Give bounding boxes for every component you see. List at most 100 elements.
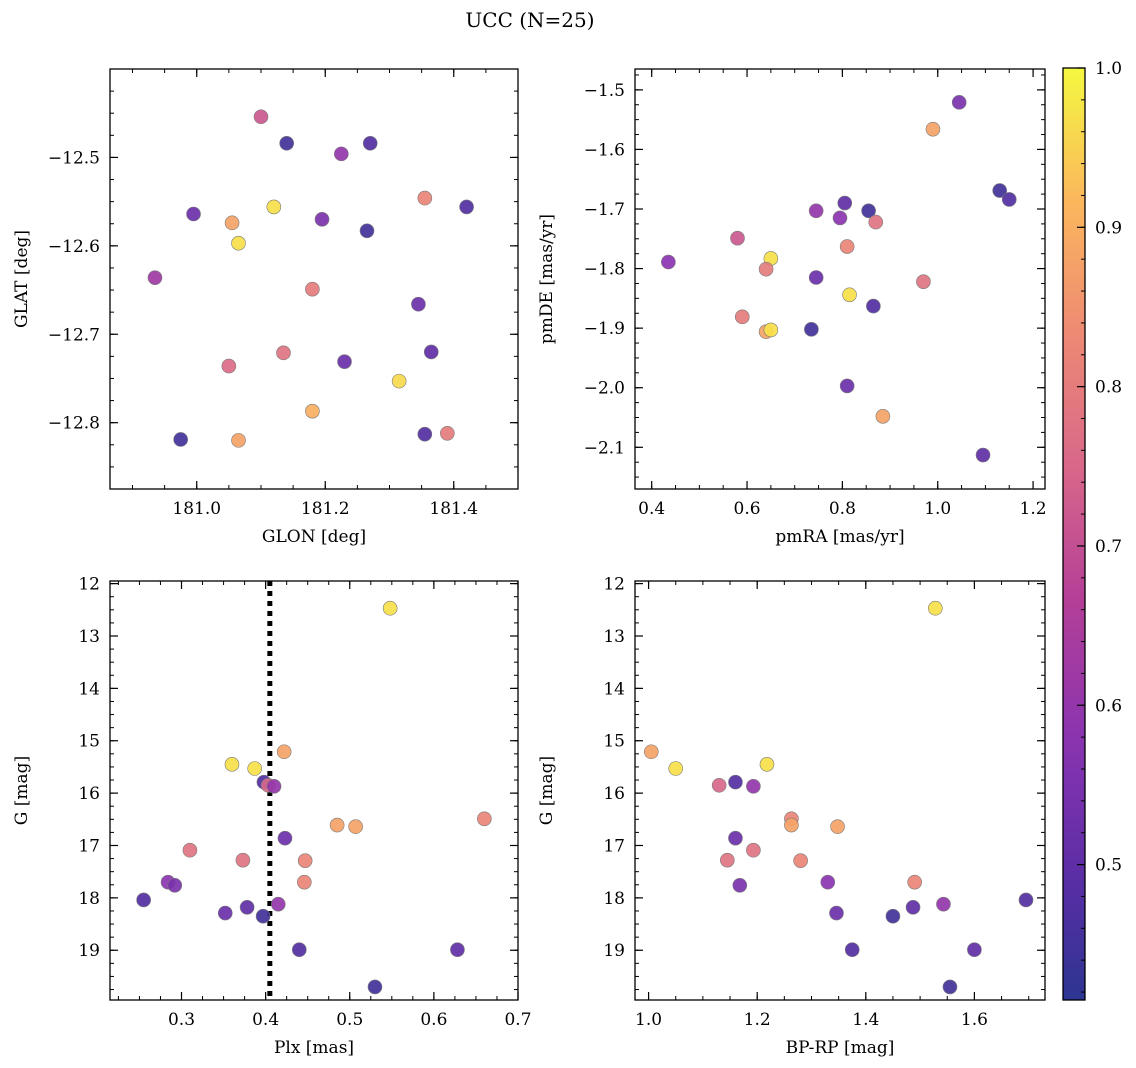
x-axis-label: pmRA [mas/yr] [775, 527, 904, 547]
data-point [936, 896, 951, 912]
data-point [1001, 192, 1017, 207]
data-point [277, 830, 293, 846]
colorbar-tick-label: 0.8 [1095, 378, 1122, 398]
data-point [875, 409, 891, 424]
data-point [276, 744, 292, 760]
data-point [1018, 892, 1034, 908]
y-tick-label: 18 [78, 889, 100, 909]
data-point [136, 892, 151, 908]
colorbar: 0.5 0.6 0.7 0.8 0.9 1.0 [1062, 59, 1122, 1001]
x-tick-label: 1.6 [961, 1010, 988, 1030]
x-tick-label: 1.0 [635, 1010, 662, 1030]
colorbar-fill [1063, 68, 1085, 1000]
y-tick-label: −1.9 [584, 319, 625, 339]
data-point [255, 908, 271, 924]
data-point [224, 757, 240, 772]
data-point [907, 874, 922, 890]
data-point [348, 819, 363, 834]
axes-frame [634, 580, 1046, 1001]
data-point [711, 777, 727, 793]
y-tick-label: −12.7 [48, 325, 100, 345]
data-point [477, 811, 492, 827]
y-tick-label: 16 [78, 784, 100, 804]
y-axis-label: GLAT [deg] [12, 230, 32, 328]
data-point [367, 979, 383, 995]
y-tick-label: 15 [603, 732, 625, 752]
data-point [728, 774, 743, 790]
data-point [440, 425, 455, 441]
x-tick-label: 0.5 [336, 1010, 363, 1030]
data-point [759, 757, 775, 772]
colorbar-tick-label: 0.9 [1095, 218, 1122, 238]
data-point [382, 600, 398, 616]
panel-plx: 0.3 0.4 0.5 0.6 0.7 12 13 14 15 16 17 18 19 Plx [mas]… [12, 575, 532, 1058]
data-point [239, 899, 255, 915]
y-tick-label: −12.6 [48, 237, 100, 257]
data-point [186, 206, 201, 222]
data-point [411, 296, 426, 312]
x-tick-label: 1.2 [744, 1010, 771, 1030]
data-point [279, 135, 294, 151]
y-tick-label: 16 [603, 784, 625, 804]
data-point [167, 877, 183, 893]
data-point [417, 426, 433, 442]
x-tick-label: 181.2 [301, 499, 350, 519]
data-point [231, 433, 246, 448]
data-point [793, 853, 808, 868]
x-tick-label: 1.2 [1020, 499, 1047, 519]
x-tick-label: 0.6 [420, 1010, 447, 1030]
data-point [459, 199, 474, 215]
y-tick-label: −1.6 [584, 140, 625, 160]
y-tick-label: −1.5 [584, 81, 625, 101]
y-tick-label: −1.8 [584, 260, 625, 280]
colorbar-tick-label: 0.7 [1095, 537, 1122, 557]
x-tick-label: 0.3 [168, 1010, 195, 1030]
data-point [329, 817, 345, 833]
x-tick-label: 181.4 [429, 499, 478, 519]
data-point [450, 942, 465, 958]
data-point [837, 195, 853, 211]
x-tick-label: 0.4 [638, 499, 665, 519]
y-tick-label: 12 [603, 575, 625, 595]
y-axis-label: pmDE [mas/yr] [537, 214, 557, 344]
data-point [942, 979, 958, 995]
data-point [925, 121, 941, 137]
x-tick-label: 0.4 [252, 1010, 279, 1030]
y-tick-label: 15 [78, 732, 100, 752]
data-point [804, 322, 819, 337]
data-point [820, 874, 836, 890]
data-point [359, 223, 375, 239]
plot-area [661, 95, 1017, 463]
data-point [839, 239, 855, 254]
data-point [337, 354, 352, 369]
y-axis-label: G [mag] [537, 756, 557, 825]
data-point [728, 830, 743, 846]
axes-frame [109, 68, 519, 490]
y-tick-label: −12.8 [48, 414, 100, 434]
data-point [732, 877, 748, 893]
data-point [661, 254, 676, 270]
y-tick-label: 14 [78, 679, 100, 699]
y-tick-label: −2.0 [584, 379, 625, 399]
data-point [905, 899, 921, 915]
data-point [746, 842, 761, 858]
y-tick-label: −1.7 [584, 200, 625, 220]
x-axis-label: Plx [mas] [274, 1038, 354, 1058]
data-point [844, 942, 860, 958]
data-point [253, 109, 269, 125]
colorbar-tick-label: 0.6 [1095, 696, 1122, 716]
data-point [266, 199, 282, 215]
x-tick-label: 0.8 [829, 499, 856, 519]
x-tick-label: 1.0 [924, 499, 951, 519]
colorbar-tick-label: 0.5 [1095, 856, 1122, 876]
data-point [423, 344, 439, 360]
y-tick-label: −2.1 [584, 438, 625, 458]
data-point [734, 309, 750, 325]
data-point [643, 744, 659, 760]
y-tick-label: −12.5 [48, 148, 100, 168]
axes-frame [109, 580, 519, 1001]
data-point [173, 432, 188, 447]
data-point [839, 378, 855, 394]
data-point [832, 210, 848, 226]
data-point [276, 345, 291, 361]
